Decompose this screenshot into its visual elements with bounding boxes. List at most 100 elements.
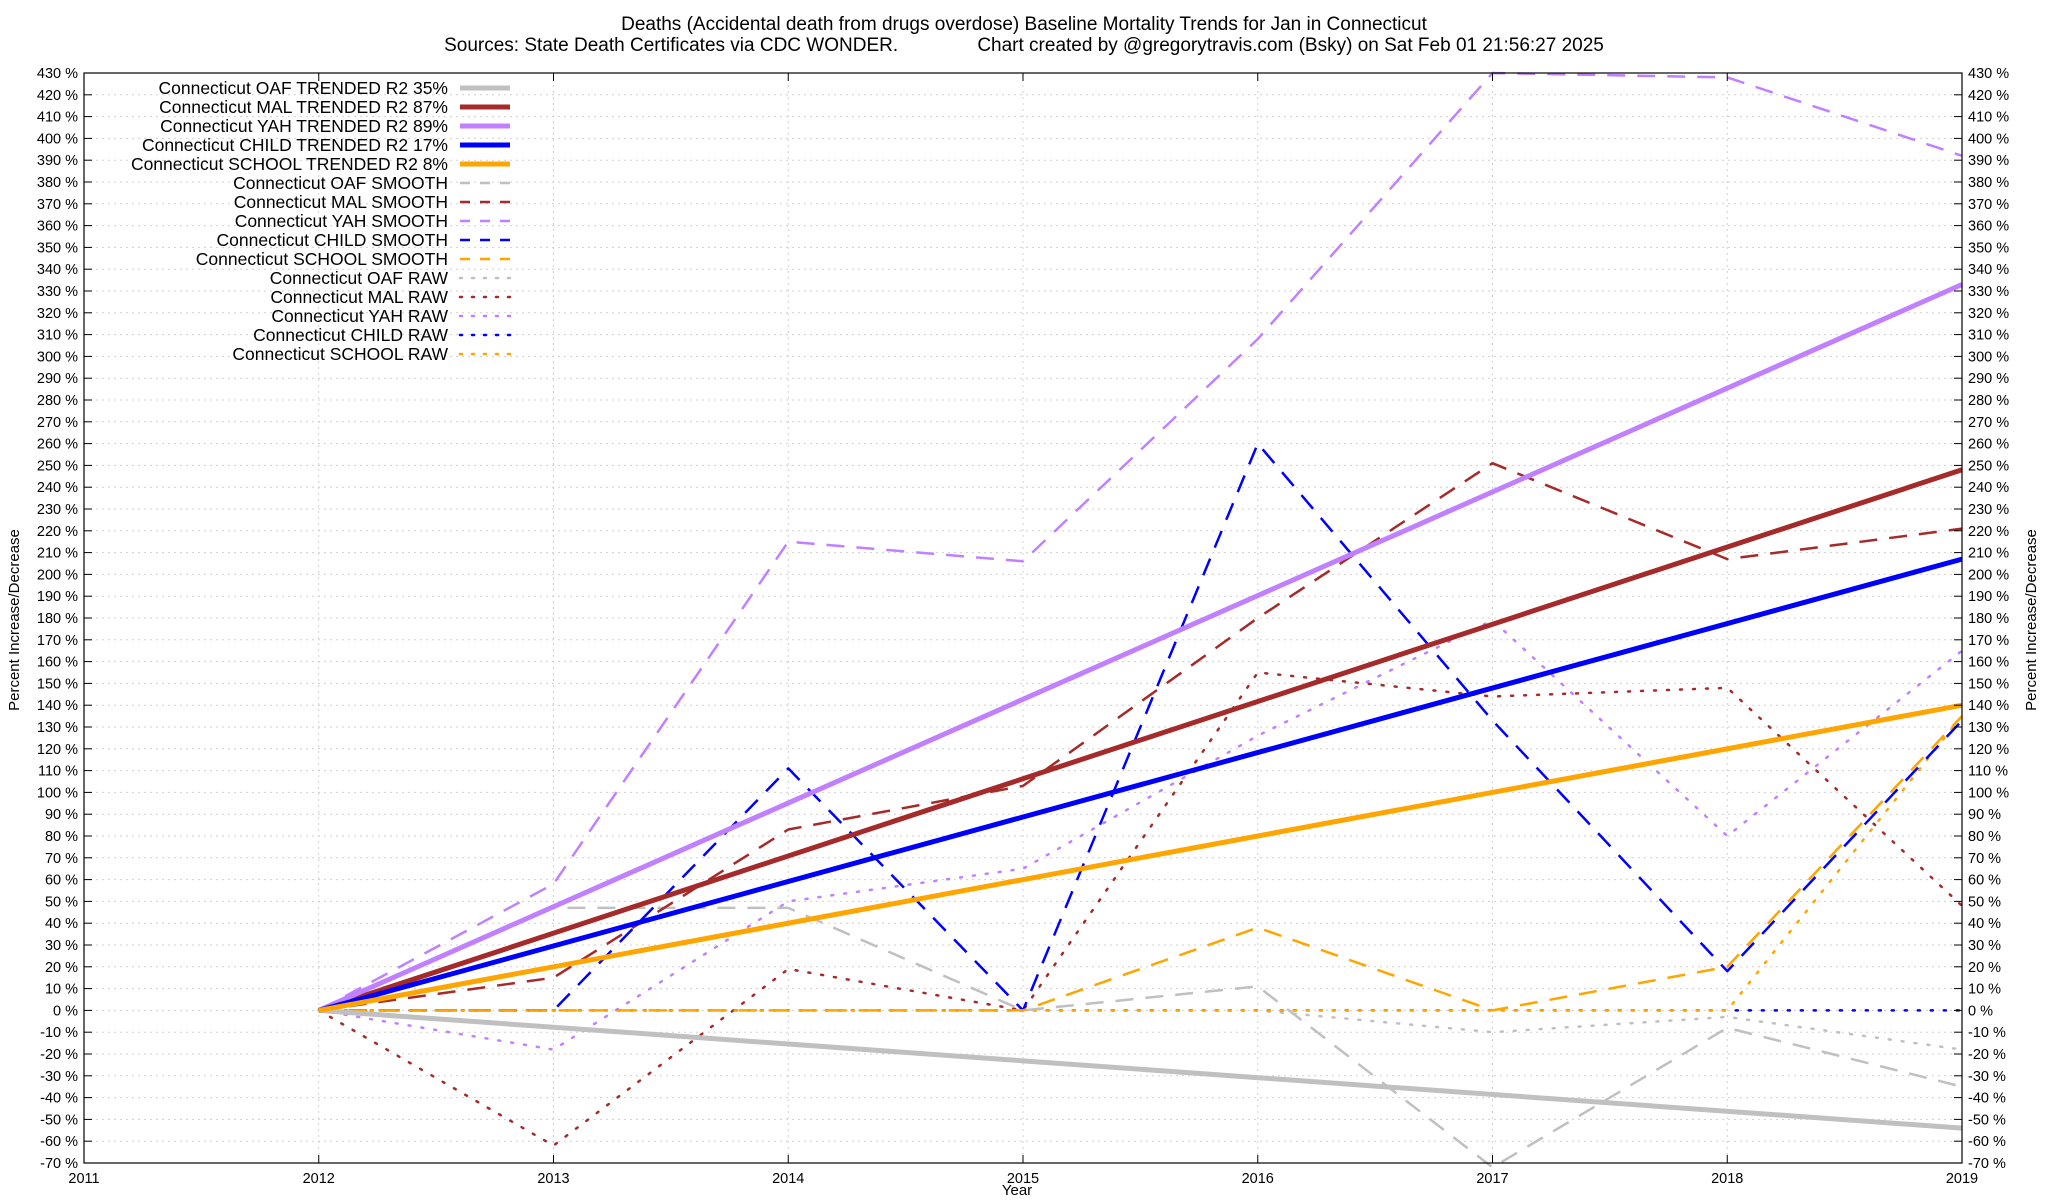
y-tick-label-right: 80 % [1968, 829, 2001, 845]
x-tick-label: 2018 [1711, 1171, 1743, 1187]
y-tick-label-left: 410 % [37, 110, 78, 126]
y-tick-label-left: 360 % [37, 219, 78, 235]
y-tick-label-left: -30 % [40, 1069, 78, 1085]
y-tick-label-left: 250 % [37, 458, 78, 474]
y-tick-label-right: 130 % [1968, 720, 2009, 736]
y-tick-label-right: 370 % [1968, 197, 2009, 213]
y-tick-label-left: -20 % [40, 1047, 78, 1063]
legend-entry-label: Connecticut CHILD TRENDED R2 17% [142, 135, 448, 155]
legend-entry-label: Connecticut YAH TRENDED R2 89% [160, 116, 448, 136]
series-line-3 [318, 556, 1963, 1013]
y-tick-label-right: 360 % [1968, 219, 2009, 235]
grid-lines [83, 72, 1963, 1164]
y-tick-label-right: -50 % [1968, 1112, 2006, 1128]
y-tick-label-left: 30 % [45, 938, 78, 954]
legend-entry-label: Connecticut OAF SMOOTH [233, 173, 448, 193]
x-tick-label: 2012 [303, 1171, 335, 1187]
y-tick-label-right: 280 % [1968, 393, 2009, 409]
x-tick-label: 2019 [1946, 1171, 1978, 1187]
y-tick-label-left: 280 % [37, 393, 78, 409]
y-axis-label-right: Percent Increase/Decrease [2023, 529, 2040, 711]
y-tick-label-right: 310 % [1968, 328, 2009, 344]
y-tick-label-right: -10 % [1968, 1025, 2006, 1041]
y-tick-label-left: 100 % [37, 785, 78, 801]
y-tick-label-right: 40 % [1968, 916, 2001, 932]
y-tick-label-left: 110 % [38, 764, 78, 780]
series-line-2 [317, 282, 1964, 1013]
y-tick-label-right: 190 % [1968, 589, 2009, 605]
series-layer [317, 71, 1964, 1169]
y-tick-label-right: 60 % [1968, 873, 2001, 889]
axis-ticks: -70 % -70 % -60 % -60 % -50 % -50 % -40 % -40 %… [37, 66, 2009, 1187]
y-tick-label-left: 180 % [37, 611, 78, 627]
y-tick-label-left: -10 % [40, 1025, 78, 1041]
y-tick-label-right: 0 % [1968, 1003, 1993, 1019]
y-tick-label-left: -40 % [40, 1091, 78, 1107]
y-tick-label-left: 0 % [53, 1003, 78, 1019]
y-tick-label-left: 200 % [37, 567, 78, 583]
y-tick-label-right: 390 % [1968, 153, 2009, 169]
y-tick-label-left: 260 % [37, 437, 78, 453]
y-tick-label-right: 150 % [1968, 676, 2009, 692]
y-tick-label-left: 370 % [37, 197, 78, 213]
y-tick-label-right: 350 % [1968, 240, 2009, 256]
y-tick-label-right: 140 % [1968, 698, 2009, 714]
y-tick-label-right: 220 % [1968, 524, 2009, 540]
legend-entry-label: Connecticut YAH SMOOTH [235, 211, 448, 231]
y-tick-label-right: 170 % [1968, 633, 2009, 649]
chart-subtitle: Sources: State Death Certificates via CD… [444, 35, 1604, 56]
y-tick-label-left: 50 % [45, 894, 78, 910]
legend-entry-label: Connecticut MAL SMOOTH [234, 192, 448, 212]
y-tick-label-left: 290 % [37, 371, 78, 387]
y-tick-label-left: 320 % [37, 306, 78, 322]
y-tick-label-right: -30 % [1968, 1069, 2006, 1085]
legend-entry-label: Connecticut MAL TRENDED R2 87% [159, 97, 448, 117]
y-tick-label-left: 380 % [37, 175, 78, 191]
legend-entry-label: Connecticut OAF TRENDED R2 35% [158, 78, 448, 98]
y-tick-label-left: 20 % [45, 960, 78, 976]
series-line-5 [318, 906, 1963, 1169]
series-line-6 [318, 461, 1963, 1012]
y-tick-label-right: 430 % [1968, 66, 2009, 82]
y-tick-label-right: 20 % [1968, 960, 2001, 976]
y-tick-label-left: 140 % [37, 698, 78, 714]
y-tick-label-left: 270 % [37, 415, 78, 431]
y-tick-label-right: -60 % [1968, 1134, 2006, 1150]
y-tick-label-right: 380 % [1968, 175, 2009, 191]
series-line-7 [318, 71, 1963, 1012]
y-tick-label-left: 10 % [45, 982, 78, 998]
y-tick-label-left: 350 % [37, 240, 78, 256]
x-tick-label: 2011 [68, 1171, 99, 1187]
y-tick-label-left: 170 % [37, 633, 78, 649]
y-tick-label-right: 10 % [1968, 982, 2001, 998]
y-tick-label-right: 110 % [1968, 764, 2008, 780]
y-tick-label-left: 190 % [37, 589, 78, 605]
y-tick-label-right: 180 % [1968, 611, 2009, 627]
series-line-9 [318, 715, 1963, 1012]
y-tick-label-left: 420 % [37, 88, 78, 104]
x-axis-label: Year [1002, 1182, 1032, 1199]
y-tick-label-left: 310 % [37, 328, 78, 344]
series-line-4 [318, 702, 1963, 1013]
y-tick-label-left: 300 % [37, 349, 78, 365]
y-tick-label-left: 130 % [37, 720, 78, 736]
y-tick-label-right: 230 % [1968, 502, 2009, 518]
y-tick-label-left: 340 % [37, 262, 78, 278]
legend-entry-label: Connecticut CHILD SMOOTH [217, 230, 448, 250]
y-tick-label-left: 70 % [45, 851, 78, 867]
y-tick-label-right: 400 % [1968, 131, 2009, 147]
y-tick-label-right: 330 % [1968, 284, 2009, 300]
y-tick-label-left: 160 % [37, 655, 78, 671]
legend-entry-label: Connecticut OAF RAW [270, 268, 449, 288]
series-line-11 [317, 671, 1964, 1147]
y-tick-label-right: 90 % [1968, 807, 2001, 823]
y-tick-label-left: 330 % [37, 284, 78, 300]
series-line-12 [317, 618, 1964, 1051]
chart-title: Deaths (Accidental death from drugs over… [621, 14, 1428, 35]
legend-entry-label: Connecticut CHILD RAW [253, 325, 448, 345]
y-tick-label-left: 120 % [37, 742, 78, 758]
y-tick-label-right: 410 % [1968, 110, 2009, 126]
y-tick-label-left: 430 % [37, 66, 78, 82]
legend-entry-label: Connecticut MAL RAW [270, 287, 448, 307]
y-tick-label-left: -60 % [40, 1134, 78, 1150]
